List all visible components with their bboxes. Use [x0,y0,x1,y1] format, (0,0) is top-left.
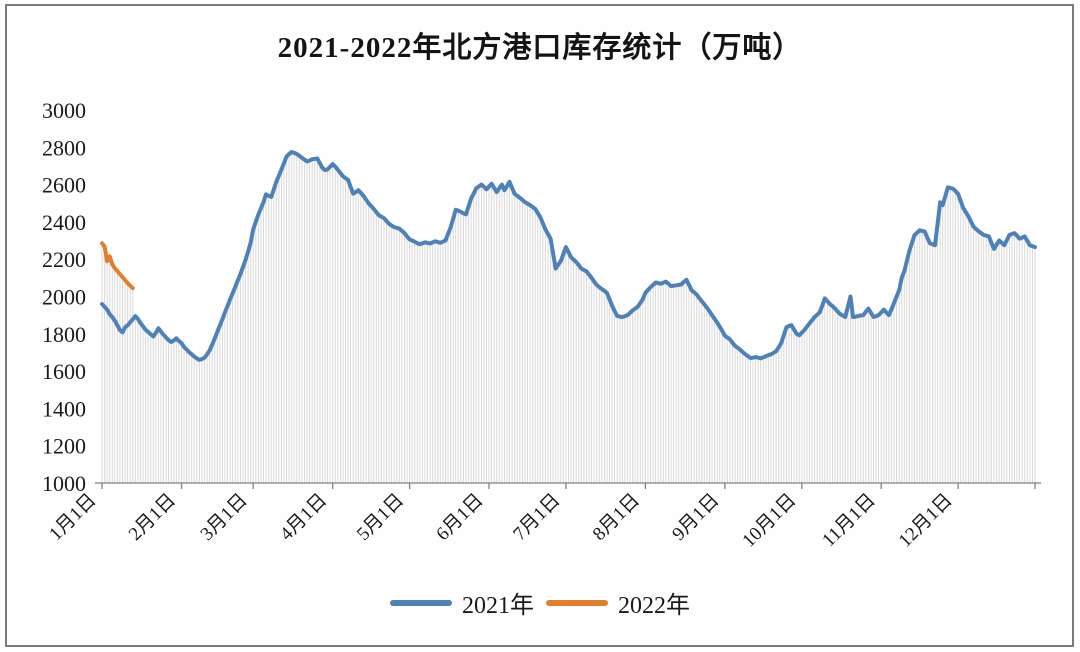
x-axis-tick-label: 12月1日 [895,490,957,552]
y-axis-tick-label: 2800 [42,135,86,160]
chart-title: 2021-2022年北方港口库存统计（万吨） [277,32,803,64]
legend-item-2022: 2022年 [546,585,690,620]
x-axis-tick-label: 7月1日 [509,490,564,545]
x-axis-tick-label: 1月1日 [45,490,100,545]
chart-legend: 2021年 2022年 [0,585,1080,620]
legend-item-2021: 2021年 [390,585,534,620]
y-axis-tick-label: 2000 [42,285,86,310]
y-axis-tick-label: 2200 [42,247,86,272]
x-axis-tick-label: 8月1日 [589,490,644,545]
y-axis-tick-label: 2400 [42,210,86,235]
y-axis-tick-label: 1200 [42,434,86,459]
x-axis-tick-label: 6月1日 [432,490,487,545]
y-axis-tick-label: 1400 [42,396,86,421]
x-axis-tick-label: 4月1日 [276,490,331,545]
x-axis-tick-label: 3月1日 [197,490,252,545]
y-axis-tick-label: 1600 [42,359,86,384]
y-axis-tick-label: 1000 [42,471,86,496]
legend-label-2022: 2022年 [618,593,690,619]
legend-swatch-2021-line [390,599,452,606]
y-axis-tick-label: 1800 [42,322,86,347]
x-axis-tick-label: 11月1日 [818,490,879,551]
line-series-2022 [100,241,135,291]
legend-swatch-2022-line [546,599,608,606]
y-axis-tick-label: 2600 [42,173,86,198]
legend-label-2021: 2021年 [462,593,534,619]
line-series-2021 [100,150,1037,362]
x-axis-tick-label: 10月1日 [738,490,800,552]
x-axis-tick-label: 2月1日 [125,490,180,545]
x-axis-tick-label: 5月1日 [353,490,408,545]
x-axis-tick-label: 9月1日 [668,490,723,545]
screenshot-border-frame [5,4,1074,647]
y-axis-tick-label: 3000 [42,98,86,123]
